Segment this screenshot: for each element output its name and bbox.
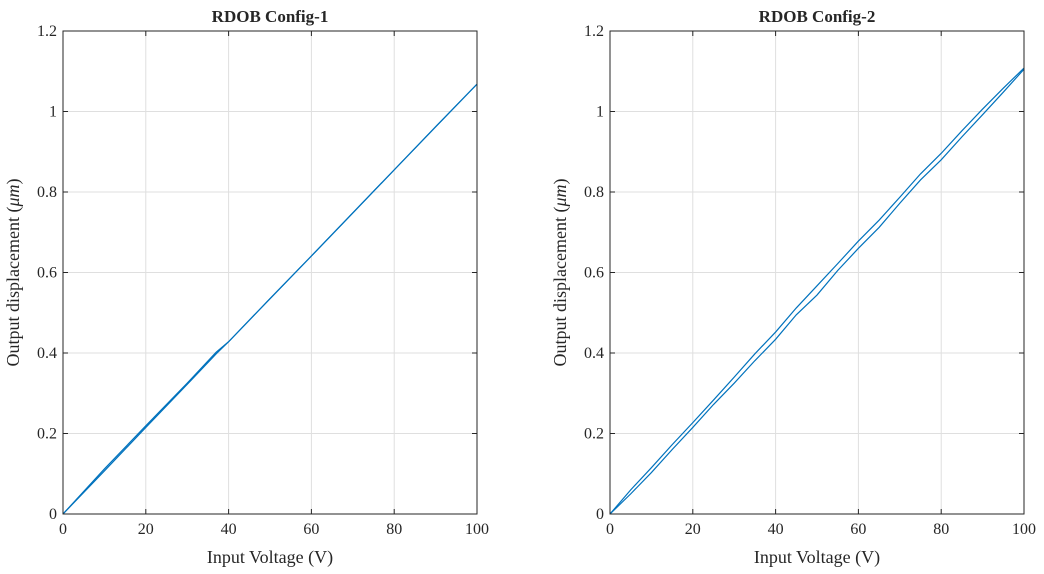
grid	[62, 30, 478, 515]
series-line-2	[62, 83, 478, 515]
x-tick-label: 80	[933, 521, 949, 538]
y-tick-label: 0	[596, 506, 604, 523]
y-tick-label: 0.6	[584, 265, 604, 282]
y-tick-label: 1.2	[584, 23, 604, 40]
y-axis-label: Output displacement (μm)	[3, 178, 24, 366]
y-tick-label: 0.2	[37, 426, 57, 443]
x-axis-label: Input Voltage (V)	[754, 547, 880, 568]
x-tick-label: 40	[768, 521, 784, 538]
y-tick-label: 0.6	[37, 265, 57, 282]
x-tick-label: 60	[303, 521, 319, 538]
y-tick-label: 0.4	[584, 345, 604, 362]
y-tick-label: 0.8	[584, 184, 604, 201]
x-axis-label: Input Voltage (V)	[207, 547, 333, 568]
x-tick-label: 100	[1012, 521, 1036, 538]
y-tick-label: 0.8	[37, 184, 57, 201]
y-tick-label: 0.4	[37, 345, 57, 362]
grid	[609, 30, 1025, 515]
y-tick-label: 1	[596, 104, 604, 121]
x-tick-label: 20	[138, 521, 154, 538]
y-tick-label: 0	[49, 506, 57, 523]
y-axis-label: Output displacement (μm)	[550, 178, 571, 366]
series-line-2	[609, 67, 1025, 515]
x-tick-label: 80	[386, 521, 402, 538]
chart-title: RDOB Config-1	[212, 7, 329, 26]
x-tick-label: 40	[221, 521, 237, 538]
x-tick-label: 0	[59, 521, 67, 538]
x-tick-label: 60	[850, 521, 866, 538]
y-tick-label: 1.2	[37, 23, 57, 40]
chart-panel-1: 0 20 40 60 80 100 0 0.2 0.4 0.6 0.8 1 1.2 RDOB Config…	[3, 7, 489, 568]
chart-panel-2: 0 20 40 60 80 100 0 0.2 0.4 0.6 0.8 1 1.2 RDOB Config…	[550, 7, 1036, 568]
x-tick-label: 20	[685, 521, 701, 538]
series-line-1	[609, 68, 1025, 515]
x-tick-label: 100	[465, 521, 489, 538]
chart-title: RDOB Config-2	[759, 7, 876, 26]
x-tick-label: 0	[606, 521, 614, 538]
y-tick-label: 1	[49, 104, 57, 121]
y-tick-label: 0.2	[584, 426, 604, 443]
